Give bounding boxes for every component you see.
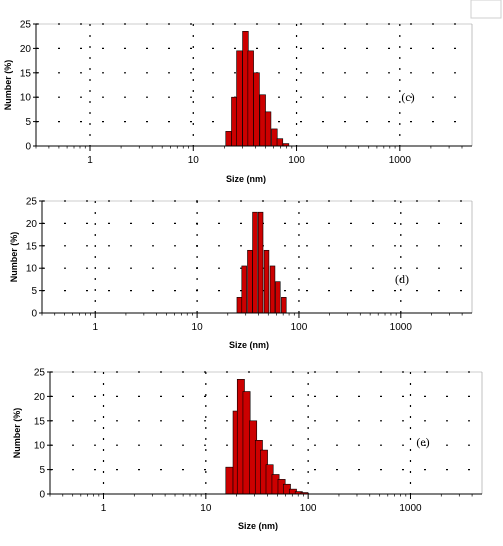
y-tick-label: 5	[25, 117, 31, 128]
x-tick-label: 100	[300, 503, 317, 514]
y-tick-label: 25	[26, 197, 38, 208]
x-axis-title: Size (nm)	[238, 521, 278, 531]
y-tick-label: 10	[20, 93, 32, 104]
histogram-bar	[271, 128, 278, 147]
x-tick-label: 10	[192, 322, 204, 333]
chart-panel: 0 5 10 15 20 25 1 10 100 1000 Size (nm) Number (%) (…	[9, 197, 473, 350]
x-tick-label: 1000	[390, 322, 413, 333]
y-tick-label: 15	[20, 68, 32, 79]
y-tick-label: 0	[39, 490, 45, 501]
y-tick-label: 20	[26, 219, 38, 230]
panel-label: (d)	[395, 272, 409, 286]
panel-label: (e)	[416, 435, 429, 449]
histogram-bar	[242, 31, 249, 147]
x-axis-title: Size (nm)	[226, 174, 266, 184]
x-tick-label: 1	[101, 503, 107, 514]
histogram-bar	[225, 131, 232, 147]
histogram-bar	[236, 297, 243, 314]
histogram-bar	[236, 50, 243, 147]
histogram-bar	[253, 72, 260, 147]
histogram-bar	[264, 111, 272, 147]
y-axis-title: Number (%)	[3, 60, 13, 111]
x-tick-label: 10	[188, 155, 200, 166]
y-tick-label: 15	[26, 241, 38, 252]
histogram-bar	[241, 265, 247, 314]
y-tick-label: 10	[26, 264, 38, 275]
y-tick-label: 20	[34, 392, 46, 403]
x-tick-label: 10	[200, 503, 212, 514]
y-tick-label: 0	[25, 142, 31, 153]
corner-box	[470, 0, 502, 19]
x-tick-label: 1	[87, 155, 93, 166]
x-axis-title: Size (nm)	[229, 340, 269, 350]
x-tick-label: 1000	[399, 503, 422, 514]
chart-panel: 0 5 10 15 20 25 1 10 100 1000 Size (nm) Number (%) (…	[12, 368, 483, 531]
chart-panel: 0 5 10 15 20 25 1 10 100 1000 Size (nm) Number (%) (…	[3, 20, 473, 184]
y-tick-label: 0	[31, 309, 37, 320]
histogram-bar	[281, 297, 287, 314]
histogram-bar	[247, 249, 253, 314]
x-tick-label: 100	[291, 322, 308, 333]
panel-label: (c)	[401, 90, 414, 104]
y-tick-label: 5	[39, 465, 45, 476]
histogram-bar	[275, 281, 281, 314]
y-axis-title: Number (%)	[9, 232, 19, 283]
histogram-bar	[242, 391, 251, 495]
histogram-bar	[269, 265, 276, 314]
histogram-bar	[259, 94, 266, 147]
histogram-bar	[247, 50, 254, 147]
histogram-bar	[257, 211, 264, 314]
x-tick-label: 1000	[389, 155, 412, 166]
x-tick-label: 1	[92, 322, 98, 333]
y-tick-label: 15	[34, 416, 46, 427]
y-tick-label: 25	[34, 368, 46, 379]
x-tick-label: 100	[288, 155, 305, 166]
y-tick-label: 20	[20, 44, 32, 55]
histogram-bar	[263, 249, 270, 314]
y-axis-title: Number (%)	[12, 408, 22, 459]
y-tick-label: 10	[34, 441, 46, 452]
y-tick-label: 25	[20, 20, 32, 31]
histogram-bar	[276, 138, 284, 147]
histogram-bar	[225, 466, 234, 495]
histogram-bar	[252, 211, 258, 314]
y-tick-label: 5	[31, 286, 37, 297]
